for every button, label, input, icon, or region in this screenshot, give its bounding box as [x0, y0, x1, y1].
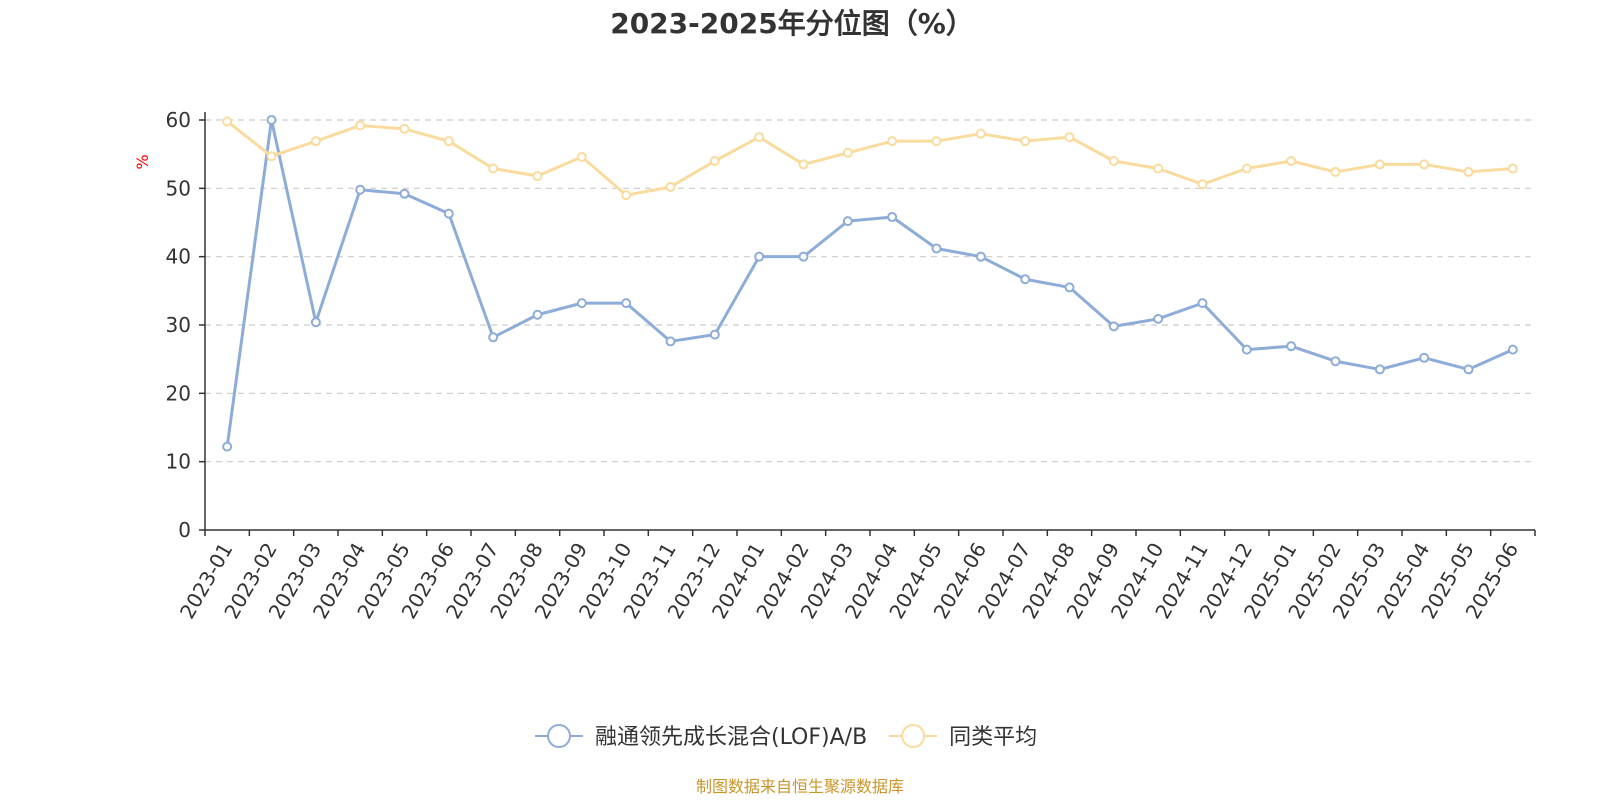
- data-point: [488, 332, 499, 343]
- data-point: [1020, 274, 1031, 285]
- source-note: 制图数据来自恒生聚源数据库: [696, 777, 904, 796]
- data-point: [1330, 356, 1341, 367]
- y-axis-label: %: [133, 154, 152, 169]
- legend-item-2: 同类平均: [889, 724, 1037, 750]
- data-point: [1064, 282, 1075, 293]
- data-point: [975, 251, 986, 262]
- data-point: [532, 309, 543, 320]
- data-point: [266, 151, 277, 162]
- data-point: [1374, 364, 1385, 375]
- data-point: [1507, 344, 1518, 355]
- data-point: [576, 151, 587, 162]
- data-point: [1419, 352, 1430, 363]
- data-point: [1241, 344, 1252, 355]
- series-group: [222, 115, 1518, 452]
- data-point: [222, 116, 233, 127]
- data-point: [621, 190, 632, 201]
- data-point: [355, 184, 366, 195]
- legend-label: 同类平均: [949, 725, 1037, 750]
- y-tick-label: 30: [166, 313, 191, 337]
- data-point: [532, 171, 543, 182]
- data-point: [798, 251, 809, 262]
- data-point: [709, 329, 720, 340]
- data-point: [754, 132, 765, 143]
- data-point: [443, 136, 454, 147]
- legend: 融通领先成长混合(LOF)A/B 同类平均: [535, 724, 1037, 750]
- data-point: [754, 251, 765, 262]
- data-point: [1153, 163, 1164, 174]
- legend-label: 融通领先成长混合(LOF)A/B: [595, 725, 867, 750]
- data-point: [1108, 321, 1119, 332]
- data-point: [665, 336, 676, 347]
- data-point: [1020, 136, 1031, 147]
- data-point: [1463, 364, 1474, 375]
- data-point: [1197, 298, 1208, 309]
- series-line: [225, 118, 1514, 447]
- y-tick-label: 60: [166, 108, 191, 132]
- chart-title: 2023-2025年分位图（%）: [610, 7, 974, 40]
- data-point: [222, 441, 233, 452]
- y-tick-labels: 0 10 20 30 40 50 60: [166, 108, 191, 542]
- y-tick-label: 50: [166, 176, 191, 200]
- data-point: [1374, 159, 1385, 170]
- data-point: [266, 115, 277, 125]
- grid-lines: [205, 119, 1535, 463]
- data-point: [310, 136, 321, 147]
- data-point: [1197, 179, 1208, 190]
- data-point: [842, 216, 853, 227]
- legend-marker: [901, 724, 926, 748]
- y-tick-label: 20: [166, 381, 191, 405]
- data-point: [1463, 166, 1474, 177]
- data-point: [399, 123, 410, 134]
- data-point: [931, 243, 942, 254]
- legend-item-1: 融通领先成长混合(LOF)A/B: [535, 724, 867, 750]
- data-point: [931, 136, 942, 147]
- data-point: [709, 156, 720, 166]
- data-point: [621, 298, 632, 309]
- data-point: [1419, 159, 1430, 170]
- axes: [199, 112, 1536, 536]
- data-point: [842, 147, 853, 158]
- y-tick-label: 10: [166, 450, 191, 474]
- data-point: [355, 120, 366, 131]
- data-point: [1241, 163, 1252, 174]
- data-point: [1108, 156, 1119, 166]
- data-point: [488, 163, 499, 174]
- series-1: [222, 115, 1518, 452]
- series-line: [226, 120, 1513, 197]
- data-point: [887, 212, 898, 223]
- y-tick-label: 0: [178, 518, 191, 542]
- data-point: [975, 128, 986, 139]
- data-point: [1507, 163, 1518, 174]
- data-point: [1286, 341, 1297, 352]
- legend-marker: [547, 724, 571, 748]
- data-point: [1330, 166, 1341, 177]
- data-point: [887, 136, 898, 147]
- data-point: [576, 298, 587, 309]
- series-2: [222, 116, 1518, 201]
- data-point: [798, 159, 809, 170]
- data-point: [310, 317, 321, 328]
- data-point: [1064, 132, 1075, 143]
- data-point: [443, 208, 454, 219]
- data-point: [1153, 313, 1164, 324]
- y-tick-label: 40: [166, 245, 191, 269]
- data-point: [665, 181, 676, 192]
- x-tick-labels: 2023-012023-022023-032023-042023-052023-…: [175, 538, 1523, 622]
- data-point: [399, 188, 410, 199]
- data-point: [1286, 156, 1297, 166]
